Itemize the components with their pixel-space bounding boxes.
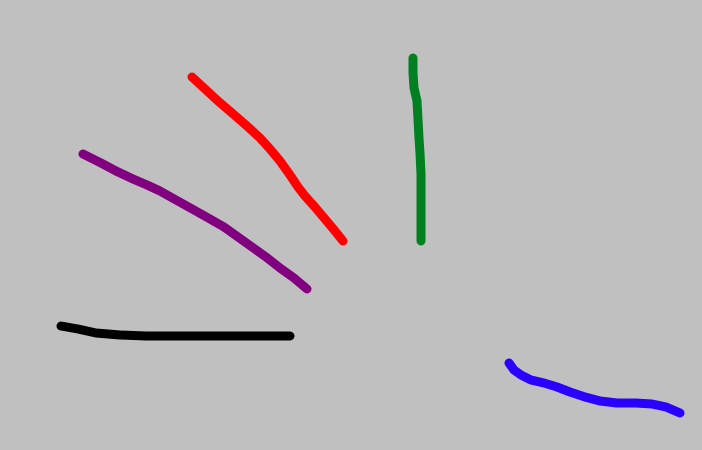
green-stroke [408, 53, 426, 246]
black-stroke [56, 321, 295, 341]
purple-stroke [78, 149, 312, 294]
red-stroke [187, 72, 348, 246]
blue-stroke [504, 358, 685, 418]
